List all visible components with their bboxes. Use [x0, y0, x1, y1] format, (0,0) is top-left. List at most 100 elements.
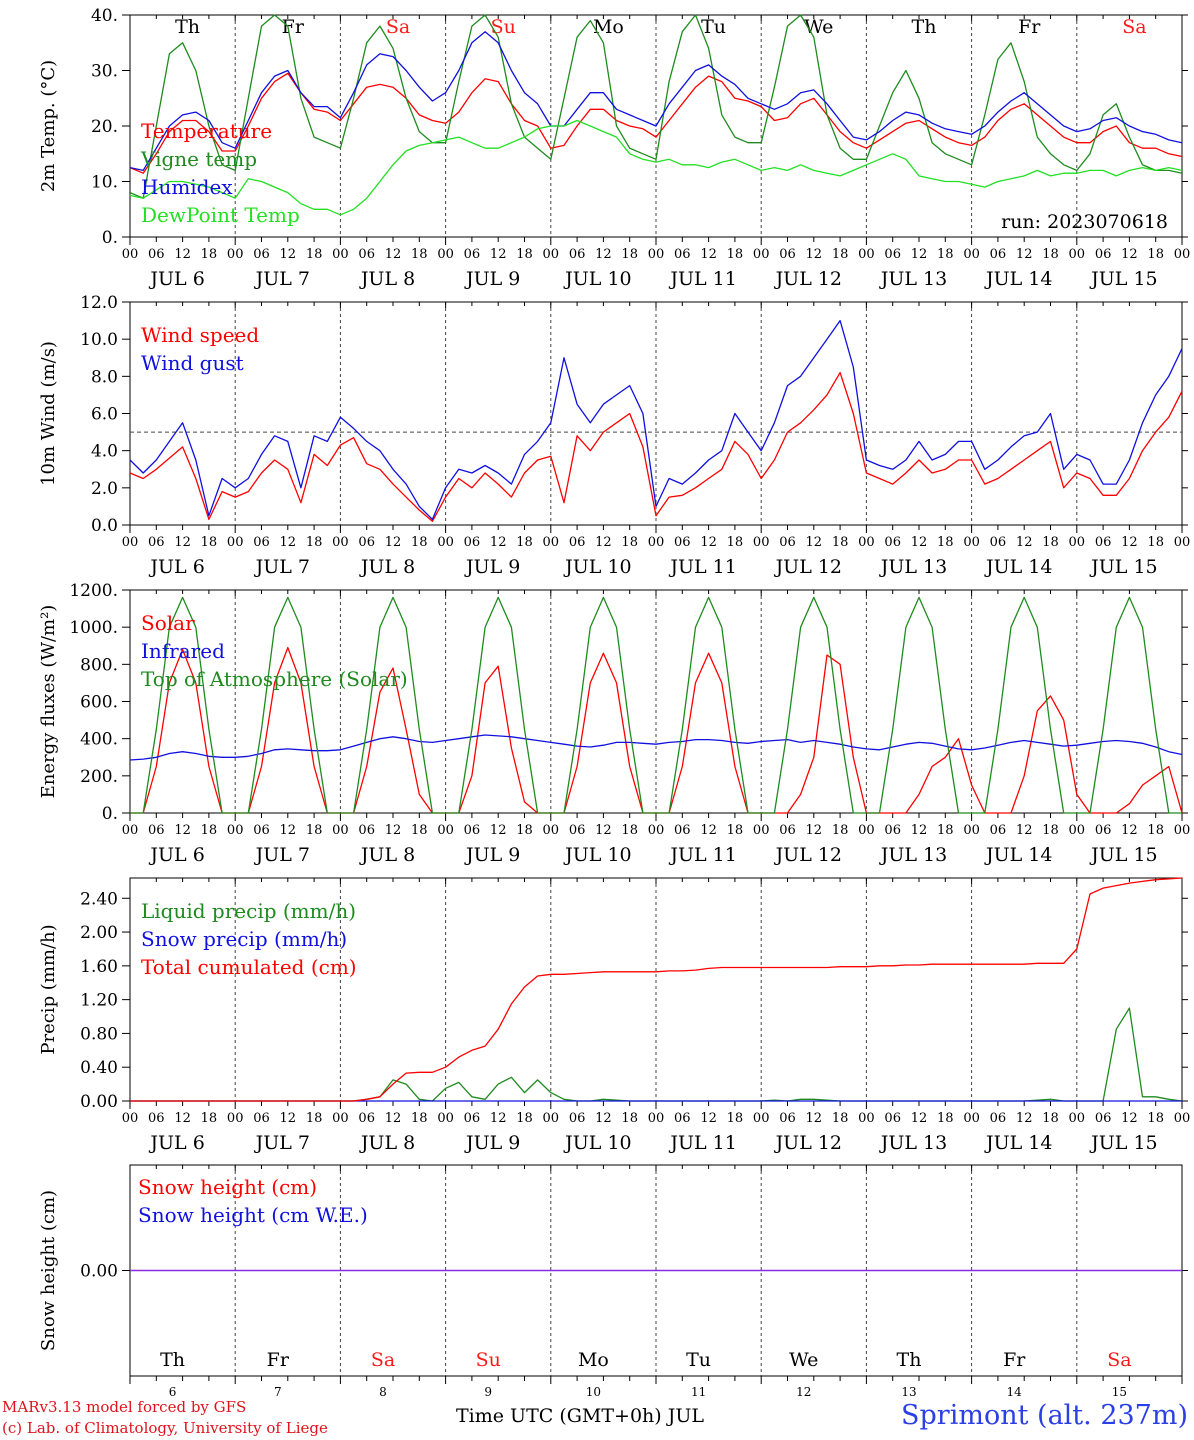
- legend-entry: Wind speed: [141, 323, 259, 347]
- day-date-label: JUL 7: [254, 268, 310, 290]
- y-tick-label: 40.: [91, 6, 118, 26]
- day-date-label: JUL 15: [1089, 556, 1157, 578]
- hour-tick-label: 06: [1095, 823, 1112, 838]
- hour-tick-label: 18: [306, 535, 323, 550]
- hour-tick-label: 00: [858, 535, 875, 550]
- hour-tick-label: 06: [674, 1111, 691, 1126]
- hour-tick-label: 18: [727, 823, 744, 838]
- day-date-label: JUL 14: [984, 844, 1052, 866]
- day-date-label: JUL 12: [774, 844, 842, 866]
- day-date-label: JUL 13: [879, 1132, 947, 1154]
- hour-tick-label: 06: [674, 823, 691, 838]
- hour-tick-label: 12: [911, 535, 928, 550]
- hour-tick-label: 00: [437, 535, 454, 550]
- day-date-label: JUL 7: [254, 1132, 310, 1154]
- day-date-label: JUL 8: [359, 844, 415, 866]
- hour-tick-label: 00: [858, 823, 875, 838]
- day-date-label: JUL 12: [774, 268, 842, 290]
- hour-tick-label: 18: [1147, 535, 1164, 550]
- hour-tick-label: 06: [464, 247, 481, 262]
- day-number-label: 15: [1112, 1385, 1127, 1399]
- day-date-label: JUL 6: [148, 1132, 204, 1154]
- hour-tick-label: 12: [595, 823, 612, 838]
- y-tick-label: 1200.: [69, 581, 118, 601]
- day-number-label: 8: [379, 1385, 387, 1399]
- hour-tick-label: 12: [595, 535, 612, 550]
- y-tick-label: 1.60: [80, 957, 118, 977]
- day-abbr-label: Th: [160, 1349, 185, 1371]
- day-abbr-label: Mo: [593, 16, 624, 38]
- day-date-label: JUL 9: [464, 1132, 520, 1154]
- day-date-label: JUL 13: [879, 844, 947, 866]
- hour-tick-label: 00: [437, 1111, 454, 1126]
- y-tick-label: 10.0: [80, 330, 118, 350]
- hour-tick-label: 18: [411, 247, 428, 262]
- plot-frame: [129, 301, 1183, 526]
- day-date-label: JUL 12: [774, 556, 842, 578]
- day-date-label: JUL 11: [668, 556, 736, 578]
- series-line-infrared: [129, 734, 1183, 761]
- y-axis-title: Energy fluxes (W/m²): [38, 605, 59, 799]
- hour-tick-label: 18: [201, 1111, 218, 1126]
- hour-tick-label: 00: [227, 535, 244, 550]
- legend-entry: Total cumulated (cm): [141, 955, 357, 979]
- hour-tick-label: 12: [595, 1111, 612, 1126]
- hour-tick-label: 12: [385, 1111, 402, 1126]
- hour-tick-label: 06: [358, 823, 375, 838]
- hour-tick-label: 00: [858, 1111, 875, 1126]
- hour-tick-label: 06: [148, 247, 165, 262]
- hour-tick-label: 00: [122, 247, 139, 262]
- y-tick-label: 800.: [80, 655, 118, 675]
- day-number-label: 10: [586, 1385, 601, 1399]
- day-date-label: JUL 10: [563, 844, 631, 866]
- hour-tick-label: 12: [490, 247, 507, 262]
- hour-tick-label: 06: [358, 247, 375, 262]
- hour-tick-label: 12: [280, 247, 297, 262]
- series-line-top-of-atmosphere-solar-: [130, 596, 1182, 814]
- hour-tick-label: 18: [516, 823, 533, 838]
- hour-tick-label: 18: [201, 823, 218, 838]
- hour-tick-label: 18: [1147, 1111, 1164, 1126]
- day-date-label: JUL 14: [984, 556, 1052, 578]
- hour-tick-label: 00: [122, 535, 139, 550]
- hour-tick-label: 06: [569, 823, 586, 838]
- hour-tick-label: 18: [621, 823, 638, 838]
- day-abbr-label: Th: [175, 16, 200, 38]
- hour-tick-label: 12: [490, 823, 507, 838]
- day-number-label: 6: [169, 1385, 177, 1399]
- hour-tick-label: 18: [1042, 247, 1059, 262]
- plot-frame: [129, 589, 1183, 814]
- hour-tick-label: 12: [700, 535, 717, 550]
- day-date-label: JUL 11: [668, 844, 736, 866]
- hour-tick-label: 06: [464, 1111, 481, 1126]
- hour-tick-label: 00: [543, 535, 560, 550]
- day-abbr-label: Th: [897, 1349, 922, 1371]
- hour-tick-label: 00: [1174, 247, 1191, 262]
- hour-tick-label: 06: [253, 247, 270, 262]
- hour-tick-label: 12: [911, 247, 928, 262]
- legend-entry: Snow height (cm): [138, 1175, 317, 1199]
- y-tick-label: 0.80: [80, 1024, 118, 1044]
- y-tick-label: 6.0: [91, 405, 118, 425]
- day-number-label: 11: [691, 1385, 706, 1399]
- series-line-total-cumulated-cm-: [130, 877, 1183, 1102]
- day-date-label: JUL 11: [668, 1132, 736, 1154]
- hour-tick-label: 06: [569, 1111, 586, 1126]
- hour-tick-label: 12: [1016, 535, 1033, 550]
- hour-tick-label: 18: [832, 1111, 849, 1126]
- hour-tick-label: 00: [332, 823, 349, 838]
- lab-credit: (c) Lab. of Climatology, University of L…: [2, 1419, 328, 1437]
- hour-tick-label: 06: [1095, 535, 1112, 550]
- day-abbr-label: We: [804, 16, 833, 38]
- hour-tick-label: 18: [1042, 535, 1059, 550]
- hour-tick-label: 18: [516, 247, 533, 262]
- day-abbr-label: Su: [491, 16, 516, 38]
- day-abbr-label: Sa: [1122, 16, 1146, 38]
- hour-tick-label: 12: [1121, 823, 1138, 838]
- day-date-label: JUL 8: [359, 1132, 415, 1154]
- series-line-dewpoint-temp: [129, 119, 1183, 216]
- day-date-label: JUL 10: [563, 1132, 631, 1154]
- hour-tick-label: 12: [1121, 247, 1138, 262]
- hour-tick-label: 06: [569, 535, 586, 550]
- hour-tick-label: 00: [1069, 535, 1086, 550]
